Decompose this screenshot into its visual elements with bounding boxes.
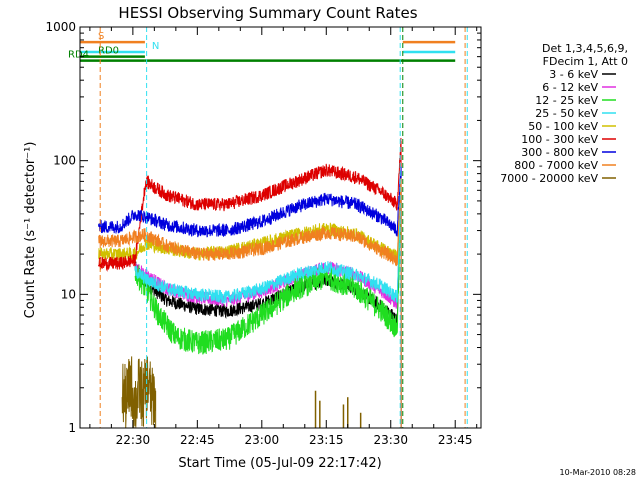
y-tick-label-0: 1 bbox=[68, 421, 76, 435]
legend: Det 1,3,4,5,6,9,FDecim 1, Att 03 - 6 keV… bbox=[500, 42, 628, 185]
series-layer bbox=[97, 137, 402, 428]
series-2 bbox=[134, 195, 402, 428]
chart-title: HESSI Observing Summary Count Rates bbox=[118, 4, 417, 22]
flag-label-0: S bbox=[98, 31, 104, 42]
y-axis-label-group: Count Rate (s⁻¹ detector⁻¹) bbox=[23, 142, 38, 319]
legend-entry-7: 800 - 7000 keV bbox=[514, 159, 598, 172]
series-line-6 bbox=[97, 170, 402, 238]
flag-bar-0: S bbox=[80, 31, 456, 44]
flag-bar-2: RD0 bbox=[80, 46, 145, 58]
series-line-5 bbox=[98, 137, 402, 272]
axes-layer: 1 10 100 1000 22:30 22:45 23:00 23:15 23:30 23:45 bbox=[45, 20, 482, 447]
series-8 bbox=[121, 356, 362, 428]
legend-entry-3: 25 - 50 keV bbox=[535, 107, 598, 120]
x-axis-label: Start Time (05-Jul-09 22:17:42) bbox=[178, 456, 381, 471]
x-tick-label-0: 22:30 bbox=[116, 433, 151, 447]
flag-label-1: N bbox=[152, 41, 159, 52]
x-tick-label-4: 23:30 bbox=[373, 433, 408, 447]
timestamp: 10-Mar-2010 08:28 bbox=[560, 468, 637, 477]
series-7 bbox=[98, 178, 402, 428]
y-axis-label: Count Rate (s⁻¹ detector⁻¹) bbox=[23, 142, 38, 319]
legend-entry-6: 300 - 800 keV bbox=[521, 146, 598, 159]
flag-label-3: RD4 bbox=[68, 50, 89, 61]
series-line-3 bbox=[134, 195, 402, 304]
y-tick-label-1: 10 bbox=[61, 287, 76, 301]
flag-label-2: RD0 bbox=[98, 46, 119, 57]
series-line-2 bbox=[134, 198, 402, 355]
flag-bar-1: N bbox=[80, 41, 456, 54]
legend-entry-4: 50 - 100 keV bbox=[528, 120, 598, 133]
x-tick-label-5: 23:45 bbox=[438, 433, 473, 447]
plot-frame bbox=[79, 26, 482, 429]
flag-bar-3: RD4 bbox=[68, 50, 456, 62]
legend-entry-5: 100 - 300 keV bbox=[521, 133, 598, 146]
x-tick-label-2: 23:00 bbox=[245, 433, 280, 447]
x-tick-label-3: 23:15 bbox=[309, 433, 344, 447]
y-tick-label-2: 100 bbox=[53, 154, 76, 168]
legend-entry-2: 12 - 25 keV bbox=[535, 94, 598, 107]
x-tick-label-1: 22:45 bbox=[180, 433, 215, 447]
y-tick-label-3: 1000 bbox=[45, 20, 76, 34]
legend-entry-8: 7000 - 20000 keV bbox=[500, 172, 598, 185]
legend-header-0: Det 1,3,4,5,6,9, bbox=[542, 42, 628, 55]
series-line-7 bbox=[98, 178, 402, 267]
vertical-markers-layer bbox=[99, 27, 468, 428]
series-line-8 bbox=[121, 356, 156, 428]
legend-entry-1: 6 - 12 keV bbox=[542, 81, 598, 94]
flag-bars-layer: S N RD0 RD4 bbox=[68, 31, 456, 62]
legend-header-1: FDecim 1, Att 0 bbox=[543, 55, 628, 68]
legend-entry-0: 3 - 6 keV bbox=[549, 68, 598, 81]
